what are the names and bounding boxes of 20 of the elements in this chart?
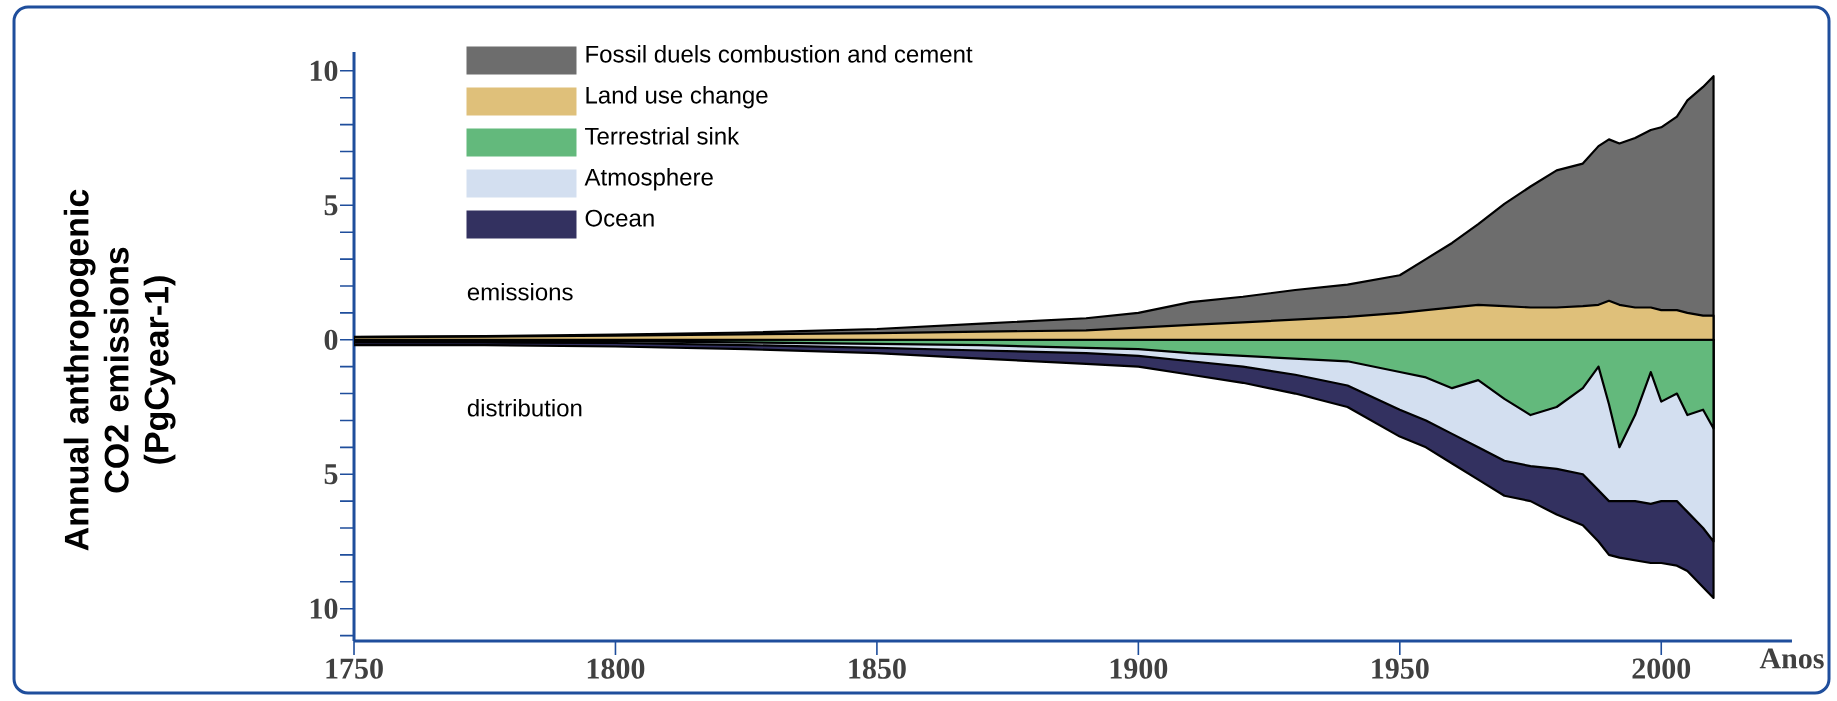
legend-label: Atmosphere bbox=[584, 168, 713, 191]
y-tick-label: 10 bbox=[310, 598, 338, 619]
annotation: emissions bbox=[467, 282, 573, 301]
legend-label: Fossil duels combustion and cement bbox=[586, 45, 973, 63]
x-tick-label: 2000 bbox=[1632, 658, 1691, 679]
x-tick-label: 1950 bbox=[1372, 658, 1429, 679]
x-tick-label: 1850 bbox=[849, 658, 906, 679]
x-tick-label: 1800 bbox=[587, 658, 645, 679]
x-axis-title: Anos bbox=[1759, 648, 1824, 669]
annotation: distribution bbox=[467, 398, 582, 417]
legend-label: Terrestrial sink bbox=[585, 127, 740, 145]
legend-label: Land use change bbox=[586, 86, 768, 109]
y-tick-label: 10 bbox=[310, 60, 338, 81]
y-tick-label: 5 bbox=[324, 464, 338, 485]
x-tick-label: 1900 bbox=[1110, 658, 1168, 679]
y-tick-label: 5 bbox=[324, 195, 338, 216]
y-tick-label: 0 bbox=[324, 329, 338, 350]
y-axis-title: Annual anthropogenic CO2 emissions (PgCyear-1) bbox=[63, 189, 176, 551]
x-tick-label: 1750 bbox=[326, 658, 383, 679]
legend-label: Ocean bbox=[585, 209, 654, 227]
